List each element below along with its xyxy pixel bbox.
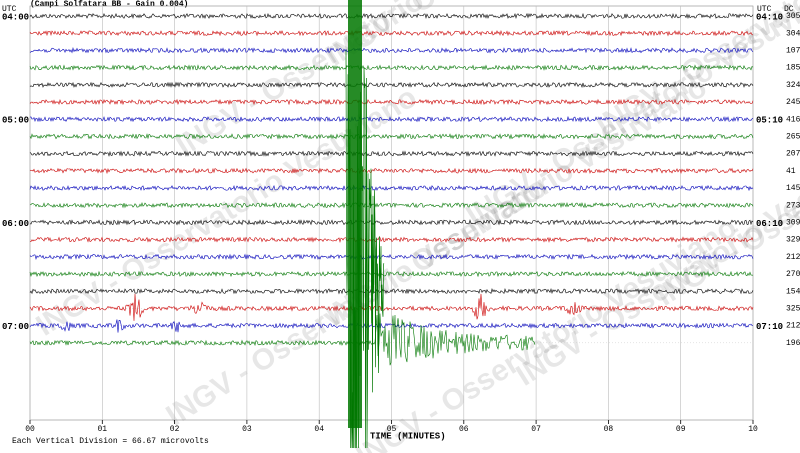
column-unit: DC: [784, 5, 794, 14]
left-time-label: 06:00: [2, 219, 29, 229]
row-value: 145: [786, 184, 800, 193]
trace: [29, 98, 754, 106]
trace: [29, 319, 754, 333]
trace: [29, 64, 754, 71]
trace: [29, 12, 754, 20]
row-value: 329: [786, 236, 800, 245]
row-value: 212: [786, 253, 800, 262]
x-tick-label: 08: [604, 425, 614, 434]
left-time-label: 05:00: [2, 116, 29, 126]
row-value: 265: [786, 133, 800, 142]
trace: [29, 253, 754, 260]
row-value: 273: [786, 201, 800, 210]
trace: [29, 219, 754, 226]
trace: [29, 115, 754, 123]
trace: [29, 150, 754, 157]
row-value: 107: [786, 47, 800, 56]
x-tick-label: 00: [25, 425, 35, 434]
right-time-label: 05:10: [756, 116, 783, 126]
row-value: 212: [786, 322, 800, 331]
footer-note: Each Vertical Division = 66.67 microvolt…: [12, 437, 209, 446]
row-value: 207: [786, 150, 800, 159]
x-axis-title: TIME (MINUTES): [370, 431, 446, 441]
x-tick-label: 05: [387, 425, 397, 434]
row-value: 325: [786, 305, 800, 314]
trace: [29, 133, 754, 140]
trace: [29, 201, 754, 209]
left-time-label: 04:00: [2, 12, 29, 22]
row-value: 185: [786, 64, 800, 73]
x-tick-label: 03: [242, 425, 252, 434]
left-unit: UTC: [2, 5, 17, 14]
row-value: 309: [786, 219, 800, 228]
row-value: 270: [786, 270, 800, 279]
x-tick-label: 06: [459, 425, 469, 434]
x-tick-label: 09: [676, 425, 686, 434]
right-time-label: 07:10: [756, 322, 783, 332]
row-value: 245: [786, 98, 800, 107]
trace: [29, 270, 754, 278]
x-tick-label: 07: [531, 425, 541, 434]
right-unit: UTC: [757, 5, 772, 14]
trace: [29, 236, 754, 243]
row-value: 305: [786, 12, 800, 21]
title: (Campi Solfatara BB - Gain 0.004): [30, 0, 188, 9]
trace: [29, 184, 754, 192]
labels: 00 01 02 03 04 05 06 07 08 09 10 04:00 04:10 305 304 10…: [2, 12, 800, 434]
traces: [29, 0, 754, 449]
trace: [29, 29, 754, 37]
x-tick-label: 10: [748, 425, 758, 434]
earthquake-core: [348, 0, 362, 428]
right-time-label: 06:10: [756, 219, 783, 229]
trace: [29, 287, 754, 295]
trace: [29, 167, 754, 175]
x-tick-label: 01: [97, 425, 107, 434]
left-time-label: 07:00: [2, 322, 29, 332]
row-value: 416: [786, 115, 800, 124]
row-value: 196: [786, 339, 800, 348]
right-time-label: 04:10: [756, 12, 783, 22]
trace: [29, 293, 754, 321]
trace: [29, 313, 536, 366]
row-value: 41: [786, 167, 796, 176]
x-tick-label: 02: [170, 425, 180, 434]
row-value: 324: [786, 81, 800, 90]
row-value: 154: [786, 287, 800, 296]
trace: [29, 81, 754, 88]
row-value: 304: [786, 29, 800, 38]
x-tick-label: 04: [314, 425, 324, 434]
trace: [29, 47, 754, 54]
